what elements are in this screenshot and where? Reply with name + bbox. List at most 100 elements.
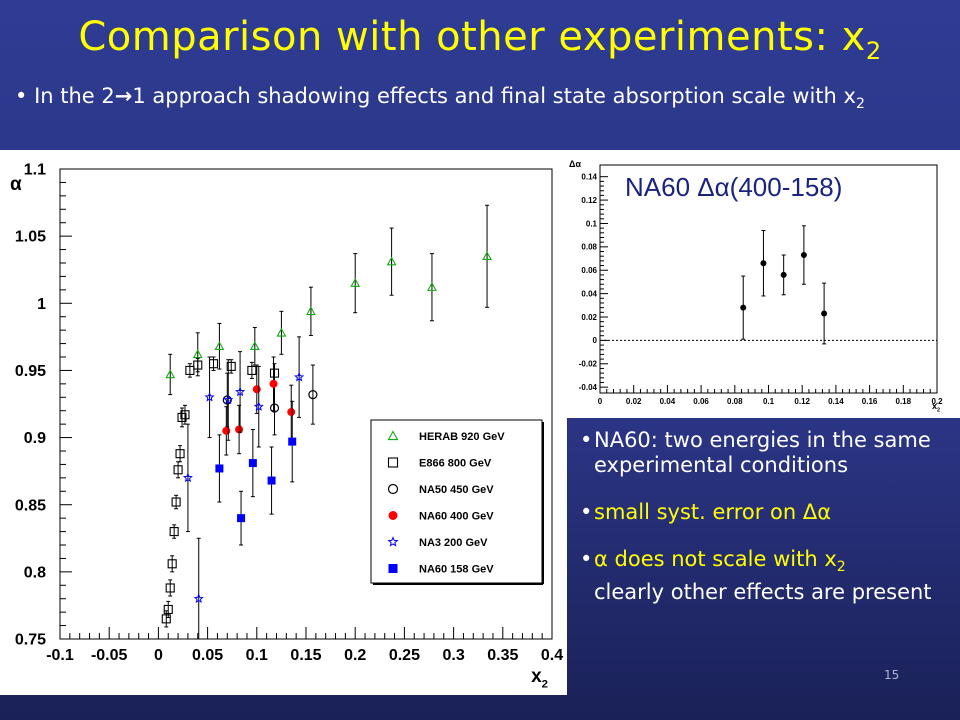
- data-point: [169, 527, 179, 537]
- data-point: [193, 593, 204, 604]
- y-tick-label: 0.08: [581, 243, 597, 252]
- y-tick-label: 1.05: [15, 229, 46, 246]
- y-tick-label: 0.02: [581, 313, 597, 322]
- x-tick-label: 0.15: [290, 647, 321, 664]
- note-item-scaling: α does not scale with x2 clearly other ef…: [580, 547, 946, 605]
- data-point: [267, 476, 276, 485]
- x-tick-label: 0.1: [246, 647, 268, 664]
- legend-label: NA50 450 GeV: [419, 484, 494, 496]
- legend-marker: [387, 483, 399, 495]
- data-point: [740, 304, 747, 311]
- x-tick-label: 0.3: [442, 647, 464, 664]
- legend-box: [370, 419, 543, 584]
- data-point: [294, 371, 305, 382]
- y-tick-label: 0.1: [586, 219, 598, 228]
- data-point: [276, 327, 287, 337]
- y-axis-title: Δα: [569, 159, 581, 169]
- legend-label: NA60 158 GeV: [419, 564, 494, 576]
- data-point: [161, 614, 171, 624]
- y-tick-label: 0.85: [15, 497, 46, 514]
- legend-label: NA60 400 GeV: [419, 511, 494, 523]
- data-point: [821, 310, 828, 317]
- note-text: small syst. error on Δα: [594, 500, 832, 524]
- data-point: [192, 349, 203, 359]
- data-point: [215, 464, 224, 473]
- data-point: [222, 426, 231, 435]
- data-point: [163, 604, 173, 615]
- inset-chart-panel: 0 0.02 0.04 0.06 0.08 0.1 0.12 0.14 0.16 0.18 0.2 -…: [567, 150, 960, 418]
- legend-marker: [388, 511, 398, 520]
- y-tick-label: 0.95: [15, 363, 46, 380]
- main-chart: -0.1 -0.05 0 0.05 0.1 0.15 0.2 0.25 0.3 0.35 0.4 0.…: [10, 162, 563, 691]
- x-tick-label: 0.02: [626, 397, 642, 406]
- data-point: [800, 252, 807, 259]
- intro-text-a: In the 2: [34, 84, 115, 108]
- x-tick-label: 0.2: [344, 647, 366, 664]
- page-number: 15: [884, 668, 900, 682]
- note-item-syst-error: small syst. error on Δα: [580, 500, 946, 525]
- data-point: [223, 394, 234, 405]
- data-point: [165, 369, 176, 379]
- x-tick-label: 0.35: [487, 647, 518, 664]
- data-point: [182, 472, 193, 483]
- inset-chart: 0 0.02 0.04 0.06 0.08 0.1 0.12 0.14 0.16 0.18 0.2 -…: [569, 159, 943, 414]
- slide-title: Comparison with other experiments: x2: [0, 14, 960, 65]
- data-point: [177, 412, 187, 422]
- x-tick-label: 0.06: [693, 397, 709, 406]
- data-point: [253, 401, 264, 411]
- legend-marker: [387, 430, 399, 441]
- slide-title-subscript: 2: [865, 37, 882, 65]
- data-point: [482, 251, 492, 261]
- x-tick-label: 0.04: [660, 397, 676, 406]
- x-axis-title: x2: [531, 666, 548, 691]
- intro-text-b: 1 approach shadowing effects and final s…: [132, 84, 856, 108]
- x-axis-title: x2: [932, 401, 940, 414]
- data-point: [214, 341, 225, 351]
- data-point: [180, 410, 190, 420]
- x-tick-label: 0.14: [828, 397, 844, 406]
- legend-label: E866 800 GeV: [419, 458, 492, 470]
- x-tick-label: 0: [154, 647, 163, 664]
- note-subscript: 2: [836, 559, 846, 576]
- x-tick-label: -0.05: [91, 647, 128, 664]
- bullet-dot: •: [15, 84, 35, 108]
- y-axis-title: α: [10, 174, 22, 195]
- data-point: [226, 361, 236, 371]
- main-chart-panel: -0.1 -0.05 0 0.05 0.1 0.15 0.2 0.25 0.3 0.35 0.4 0.…: [0, 150, 567, 695]
- data-point: [780, 271, 787, 278]
- legend-label: HERAB 920 GeV: [419, 431, 505, 443]
- x-tick-label: 0.4: [541, 647, 563, 664]
- note-text-b: clearly other effects are present: [594, 580, 932, 605]
- data-point: [249, 341, 260, 351]
- x-tick-label: 0: [598, 397, 603, 406]
- y-tick-label: -0.02: [579, 360, 598, 369]
- y-tick-label: 1: [37, 296, 46, 313]
- notes-box: NA60: two energies in the same experimen…: [568, 418, 960, 720]
- y-tick-label: 0.04: [581, 289, 597, 298]
- data-point: [269, 403, 280, 413]
- y-tick-label: 0.75: [15, 632, 46, 649]
- note-text-a: α does not scale with x: [594, 547, 837, 571]
- data-point: [247, 365, 257, 375]
- data-point: [171, 497, 181, 507]
- data-point: [288, 437, 297, 446]
- y-tick-label: 0.14: [581, 172, 597, 181]
- y-tick-label: 0: [593, 336, 598, 345]
- x-tick-label: 0.2: [931, 397, 943, 406]
- intro-subscript: 2: [855, 96, 865, 113]
- data-point: [269, 368, 280, 378]
- x-tick-label: 0.16: [862, 397, 878, 406]
- data-point: [165, 583, 175, 593]
- note-text: NA60: two energies in the same experimen…: [594, 428, 931, 477]
- y-tick-label: -0.04: [579, 383, 598, 392]
- inset-chart-title: NA60 Δα(400-158): [625, 172, 842, 202]
- x-tick-label: 0.25: [389, 647, 420, 664]
- x-tick-label: 0.1: [763, 397, 775, 406]
- x-tick-label: -0.1: [46, 647, 74, 664]
- right-arrow-icon: →: [114, 84, 133, 108]
- note-item-na60: NA60: two energies in the same experimen…: [580, 428, 946, 478]
- data-point: [204, 392, 215, 402]
- data-point: [175, 449, 185, 459]
- legend-label: NA3 200 GeV: [419, 537, 488, 549]
- data-point: [252, 385, 261, 394]
